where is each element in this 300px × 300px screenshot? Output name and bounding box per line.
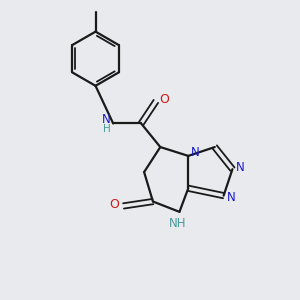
Text: O: O — [109, 198, 119, 211]
Text: NH: NH — [169, 217, 187, 230]
Text: N: N — [226, 190, 235, 204]
Text: N: N — [102, 112, 111, 126]
Text: H: H — [103, 124, 111, 134]
Text: N: N — [236, 161, 244, 174]
Text: N: N — [190, 146, 199, 159]
Text: O: O — [159, 93, 169, 106]
